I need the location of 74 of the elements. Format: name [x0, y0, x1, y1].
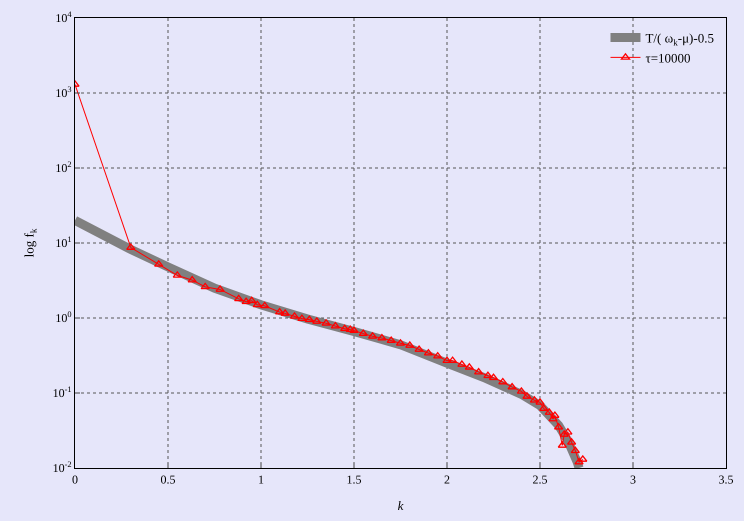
- point: [368, 332, 378, 339]
- x-tick-label: 2: [444, 472, 450, 486]
- point: [554, 423, 564, 430]
- point: [386, 336, 396, 343]
- point: [172, 271, 182, 278]
- point: [274, 308, 284, 314]
- point: [200, 282, 210, 290]
- point: [349, 326, 359, 333]
- point: [539, 404, 548, 411]
- y-tick-label: 10$^{-2}$: [52, 460, 72, 476]
- y-tick-label: 10$^{-1}$: [52, 385, 72, 400]
- point: [252, 300, 262, 308]
- point: [377, 334, 387, 340]
- point: [448, 356, 458, 364]
- point: [559, 430, 569, 437]
- point: [396, 339, 406, 346]
- y-tick-label: 10$^{0}$: [55, 310, 72, 326]
- point: [433, 352, 442, 359]
- point: [260, 302, 270, 308]
- point: [464, 363, 474, 370]
- x-tick-label: 3: [630, 472, 636, 486]
- y-tick-label: 10$^{2}$: [55, 160, 72, 176]
- point: [548, 414, 558, 422]
- point: [304, 316, 314, 322]
- point: [530, 396, 540, 403]
- point: [578, 455, 588, 462]
- x-tick-label: 0: [72, 472, 78, 486]
- point: [405, 341, 414, 348]
- x-tick-label: 1.5: [346, 472, 362, 486]
- point: [535, 398, 545, 405]
- point: [215, 285, 225, 292]
- point: [566, 438, 576, 445]
- point: [340, 324, 350, 332]
- point: [474, 368, 484, 374]
- point: [488, 374, 498, 380]
- point: [558, 441, 568, 448]
- point: [442, 356, 452, 364]
- point: [297, 314, 307, 322]
- point: [570, 446, 580, 454]
- point: [483, 372, 493, 378]
- point: [550, 411, 560, 418]
- y-tick-label: 10$^{4}$: [55, 10, 72, 26]
- x-tick-label: 0.5: [160, 472, 176, 486]
- x-axis-title: k: [398, 498, 404, 513]
- point: [280, 309, 290, 316]
- point: [330, 322, 340, 328]
- point: [516, 387, 526, 394]
- point: [247, 296, 256, 304]
- point: [522, 392, 532, 399]
- point: [507, 382, 517, 390]
- point: [154, 260, 164, 267]
- point: [358, 329, 368, 336]
- point: [312, 317, 322, 324]
- point: [574, 458, 584, 464]
- point: [457, 360, 467, 367]
- point: [241, 298, 251, 304]
- point: [544, 408, 554, 415]
- x-tick-label: 3.5: [718, 472, 734, 486]
- point: [234, 294, 244, 302]
- point: [290, 312, 300, 319]
- x-tick-label: 1: [258, 472, 264, 486]
- y-tick-label: 10$^{1}$: [55, 235, 72, 250]
- point: [424, 348, 434, 356]
- point: [346, 325, 355, 332]
- point: [498, 378, 508, 384]
- legend-label: T/( ω$_{k}$-μ)-0.5: [645, 30, 714, 48]
- x-tick-label: 2.5: [532, 472, 548, 486]
- point: [187, 276, 197, 283]
- point: [414, 345, 424, 352]
- y-tick-label: 10$^{3}$: [55, 85, 72, 100]
- point: [563, 428, 573, 435]
- point: [321, 319, 331, 326]
- legend-label: τ=10000: [645, 50, 691, 66]
- point: [126, 243, 136, 250]
